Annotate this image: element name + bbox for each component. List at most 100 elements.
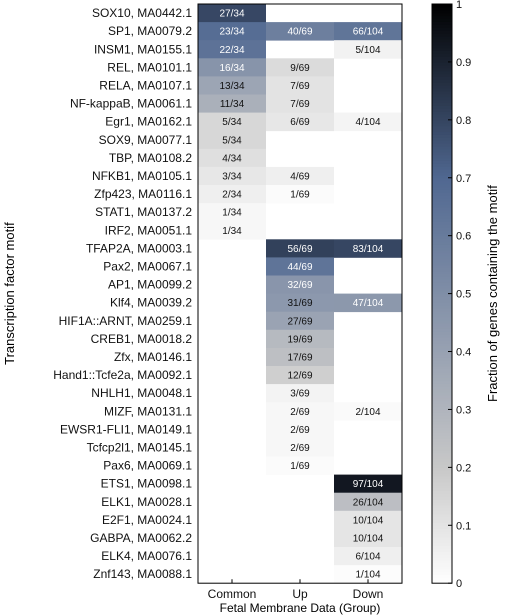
colorbar-segment [432, 215, 452, 219]
colorbar-segment [432, 241, 452, 245]
cell-value-label: 27/69 [287, 316, 312, 327]
heatmap-cell [266, 22, 334, 41]
cell-value-label: 7/69 [290, 81, 310, 92]
row-label: ETS1, MA0098.1 [101, 477, 193, 491]
cell-value-label: 10/104 [353, 515, 384, 526]
colorbar-segment [432, 328, 452, 332]
colorbar-segment [432, 250, 452, 254]
colorbar-segment [432, 171, 452, 176]
colorbar-segment [432, 386, 452, 390]
colorbar-segment [432, 186, 452, 190]
colorbar-segment [432, 273, 452, 277]
row-label: IRF2, MA0051.1 [105, 223, 193, 237]
heatmap-cell [266, 239, 334, 258]
row-label: Egr1, MA0162.1 [105, 115, 192, 129]
colorbar-segment [432, 200, 452, 205]
colorbar-segment [432, 61, 452, 66]
colorbar-segment [432, 342, 452, 347]
colorbar-segment [432, 96, 452, 101]
colorbar-segment [432, 455, 452, 460]
colorbar-segment [432, 56, 452, 60]
cell-value-label: 32/69 [287, 280, 312, 291]
colorbar-segment [432, 412, 452, 416]
row-label: AP1, MA0099.2 [108, 278, 192, 292]
colorbar-segment [432, 163, 452, 167]
row-label: Pax2, MA0067.1 [103, 259, 192, 273]
colorbar-tick-label: 0 [456, 578, 462, 590]
row-label: INSM1, MA0155.1 [94, 42, 192, 56]
colorbar-segment [432, 169, 452, 173]
colorbar-segment [432, 403, 452, 408]
colorbar-segment [432, 212, 452, 217]
colorbar-segment [432, 574, 452, 579]
colorbar-segment [432, 415, 452, 419]
colorbar-segment [432, 374, 452, 379]
cell-value-label: 2/69 [290, 407, 310, 418]
colorbar-segment [432, 79, 452, 83]
heatmap-cell [334, 293, 402, 313]
colorbar-segment [432, 59, 452, 63]
column-label: Down [353, 587, 384, 601]
colorbar-segment [432, 12, 452, 17]
colorbar-tick-label: 0.1 [456, 520, 471, 532]
colorbar-segment [432, 267, 452, 272]
cell-value-label: 13/34 [219, 81, 244, 92]
row-label: NF-kappaB, MA0061.1 [70, 97, 192, 111]
colorbar-tick-label: 0.8 [456, 115, 471, 127]
colorbar-segment [432, 290, 452, 295]
heatmap-cell [334, 492, 402, 512]
colorbar-segment [432, 247, 452, 251]
cell-value-label: 11/34 [220, 99, 245, 110]
x-axis-label: Fetal Membrane Data (Group) [220, 601, 381, 615]
colorbar-segment [432, 18, 452, 22]
colorbar-segment [432, 571, 452, 576]
row-label: GABPA, MA0062.2 [90, 531, 192, 545]
colorbar-segment [432, 226, 452, 231]
colorbar-tick-label: 0.6 [456, 231, 471, 243]
colorbar-segment [432, 426, 452, 431]
cell-value-label: 4/69 [290, 171, 310, 182]
colorbar-segment [432, 235, 452, 240]
colorbar-segment [432, 32, 452, 37]
colorbar-segment [432, 151, 452, 156]
colorbar-segment [432, 565, 452, 570]
colorbar-segment [432, 108, 452, 112]
column-label: Up [292, 587, 308, 601]
y-axis-label: Transcription factor motif [2, 222, 17, 365]
colorbar-segment [432, 180, 452, 185]
colorbar-segment [432, 258, 452, 263]
colorbar-segment [432, 345, 452, 350]
colorbar-segment [432, 337, 452, 341]
colorbar-segment [432, 30, 452, 34]
colorbar-segment [432, 53, 452, 57]
row-label: Zfp423, MA0116.1 [94, 187, 192, 201]
colorbar-segment [432, 481, 452, 486]
colorbar-segment [432, 429, 452, 434]
cell-value-label: 7/69 [290, 99, 310, 110]
row-labels: SOX10, MA0442.1 SP1, MA0079.2 INSM1, MA015… [53, 6, 192, 581]
colorbar-segment [432, 160, 452, 164]
colorbar-segment [432, 400, 452, 405]
colorbar-segment [432, 536, 452, 541]
row-label: STAT1, MA0137.2 [95, 205, 192, 219]
colorbar-segment [432, 296, 452, 300]
colorbar-tick-label: 1 [456, 0, 462, 11]
colorbar-segment [432, 319, 452, 324]
heatmap-cell [198, 4, 266, 23]
row-label: RELA, MA0107.1 [99, 78, 192, 92]
colorbar-segment [432, 551, 452, 555]
row-label: SP1, MA0079.2 [108, 24, 192, 38]
heatmap-cell [266, 257, 334, 276]
heatmap-cell [198, 185, 266, 204]
cell-value-label: 1/34 [222, 208, 242, 219]
heatmap-cell [198, 203, 266, 222]
colorbar-segment [432, 73, 452, 77]
colorbar-segment [432, 143, 452, 147]
colorbar-segment [432, 389, 452, 393]
cell-value-label: 5/34 [222, 135, 242, 146]
cell-value-label: 6/104 [355, 552, 380, 563]
colorbar-segment [432, 444, 452, 448]
colorbar-segment [432, 24, 452, 28]
heatmap-cell [334, 40, 402, 59]
